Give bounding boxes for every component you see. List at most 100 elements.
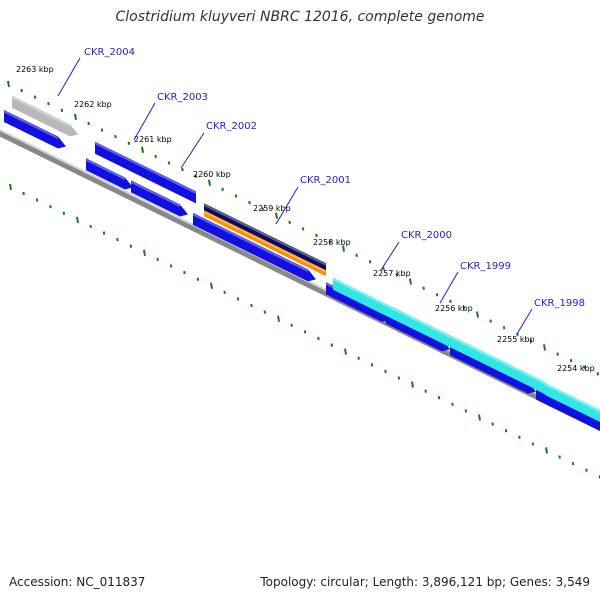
inner-tick [62, 211, 66, 215]
outer-tick [342, 245, 345, 252]
inner-tick [223, 290, 226, 294]
outer-tick [194, 174, 198, 178]
gene-label-text[interactable]: CKR_2002 [206, 121, 257, 132]
gene-block-ckr-1998[interactable] [544, 382, 600, 427]
gene-block-ckr-2001-lower[interactable] [203, 210, 327, 277]
gene-block-ckr-2003[interactable] [94, 141, 197, 204]
gene-label-text[interactable]: CKR_2000 [401, 230, 452, 241]
inner-tick [370, 363, 374, 367]
outer-tick [248, 200, 251, 205]
inner-tick [129, 244, 133, 248]
gene-label-ckr-2003[interactable]: CKR_2003 [133, 92, 208, 141]
accession-text: Accession: NC_011837 [9, 575, 146, 589]
position-label: 2261 kbp [134, 135, 172, 144]
inner-tick [9, 183, 12, 191]
cds-arrow-4[interactable] [192, 212, 316, 282]
inner-tick [504, 429, 508, 433]
cds-arrow-2-body[interactable] [86, 158, 133, 190]
cds-arrow-3-body[interactable] [131, 180, 188, 217]
inner-tick [437, 396, 441, 400]
gene-label-ckr-1998[interactable]: CKR_1998 [516, 298, 585, 335]
cds-arrow-1-shine [3, 110, 59, 139]
outer-tick [261, 207, 265, 211]
cds-arrow-1[interactable] [3, 109, 66, 149]
inner-tick [330, 343, 334, 347]
inner-tick [397, 376, 401, 380]
gene-label-text[interactable]: CKR_2001 [300, 175, 351, 186]
inner-tick-ring [9, 183, 600, 479]
outer-tick [449, 299, 452, 304]
position-label: 2258 kbp [313, 238, 351, 247]
gene-block-ckr-2000[interactable] [332, 277, 461, 353]
inner-tick [317, 336, 320, 341]
gene-block-ckr-1999-shine [459, 340, 546, 385]
outer-tick [368, 260, 372, 264]
gene-label-ckr-2000[interactable]: CKR_2000 [380, 230, 452, 271]
inner-tick [196, 277, 200, 281]
cds-arrow-3-shine [130, 181, 181, 207]
inner-tick [89, 224, 92, 229]
gene-label-text[interactable]: CKR_1998 [534, 298, 585, 309]
gene-labels: CKR_2004 CKR_2003 CKR_2002 CKR_2001 CKR_2000… [57, 47, 585, 335]
inner-tick [303, 330, 307, 334]
cds-arrow-4-body[interactable] [193, 212, 316, 282]
gene-label-ckr-2004[interactable]: CKR_2004 [57, 47, 135, 97]
outer-tick [100, 128, 104, 132]
outer-tick [114, 134, 117, 139]
position-label: 2260 kbp [193, 170, 231, 179]
outer-tick [596, 372, 600, 376]
outer-tick [422, 286, 425, 290]
inner-tick [35, 198, 39, 202]
outer-tick [221, 187, 224, 192]
gene-block-ckr-2001-upper-body[interactable] [204, 203, 326, 272]
gene-block-ckr-2001-upper[interactable] [203, 203, 327, 272]
inner-tick [571, 461, 575, 466]
gene-block-ckr-2003-body[interactable] [95, 141, 196, 204]
inner-tick [116, 237, 119, 242]
gene-label-text[interactable]: CKR_1999 [460, 261, 511, 272]
gene-block-ckr-2004-body[interactable] [12, 95, 78, 137]
position-label: 2254 kbp [557, 364, 595, 373]
gene-label-ckr-2001[interactable]: CKR_2001 [275, 175, 351, 225]
inner-tick [22, 191, 25, 196]
outer-tick [167, 161, 171, 165]
outer-tick [141, 146, 144, 153]
inner-tick [143, 249, 146, 256]
gene-block-ckr-2001-lower-body[interactable] [204, 210, 326, 277]
gene-block-ckr-2004[interactable] [11, 95, 78, 137]
inner-tick [585, 468, 588, 472]
position-label: 2263 kbp [16, 65, 54, 74]
genome-summary-text: Topology: circular; Length: 3,896,121 bp… [260, 575, 590, 589]
outer-tick [74, 113, 77, 121]
gene-label-ckr-2002[interactable]: CKR_2002 [180, 121, 257, 169]
outer-tick [476, 311, 479, 318]
gene-label-ckr-1999[interactable]: CKR_1999 [439, 261, 511, 304]
position-label: 2259 kbp [253, 204, 291, 213]
outer-tick [409, 278, 412, 285]
inner-tick [451, 402, 454, 406]
cds-arrow-3[interactable] [130, 180, 188, 217]
gene-block-ckr-1998-body[interactable] [545, 382, 600, 427]
outer-tick [127, 141, 131, 145]
outer-tick [556, 352, 559, 356]
outer-tick [7, 80, 10, 88]
gene-leader-line [439, 271, 459, 304]
outer-tick [489, 319, 492, 323]
inner-tick [290, 323, 293, 327]
gene-label-text[interactable]: CKR_2004 [84, 47, 135, 58]
outer-tick [502, 326, 506, 330]
cds-arrow-1-body[interactable] [4, 109, 66, 149]
gene-block-ckr-1999-body[interactable] [460, 340, 545, 394]
inner-tick [210, 282, 213, 289]
gene-label-text[interactable]: CKR_2003 [157, 92, 208, 103]
outer-tick [382, 266, 385, 271]
gene-block-ckr-2000-body[interactable] [333, 277, 460, 353]
gene-block-ckr-1999[interactable] [459, 340, 546, 394]
inner-tick [464, 409, 468, 413]
gene-leader-line [57, 57, 81, 97]
inner-tick [424, 389, 427, 393]
outer-tick [529, 339, 533, 343]
cds-arrow-2[interactable] [85, 158, 133, 190]
inner-tick [236, 297, 240, 301]
